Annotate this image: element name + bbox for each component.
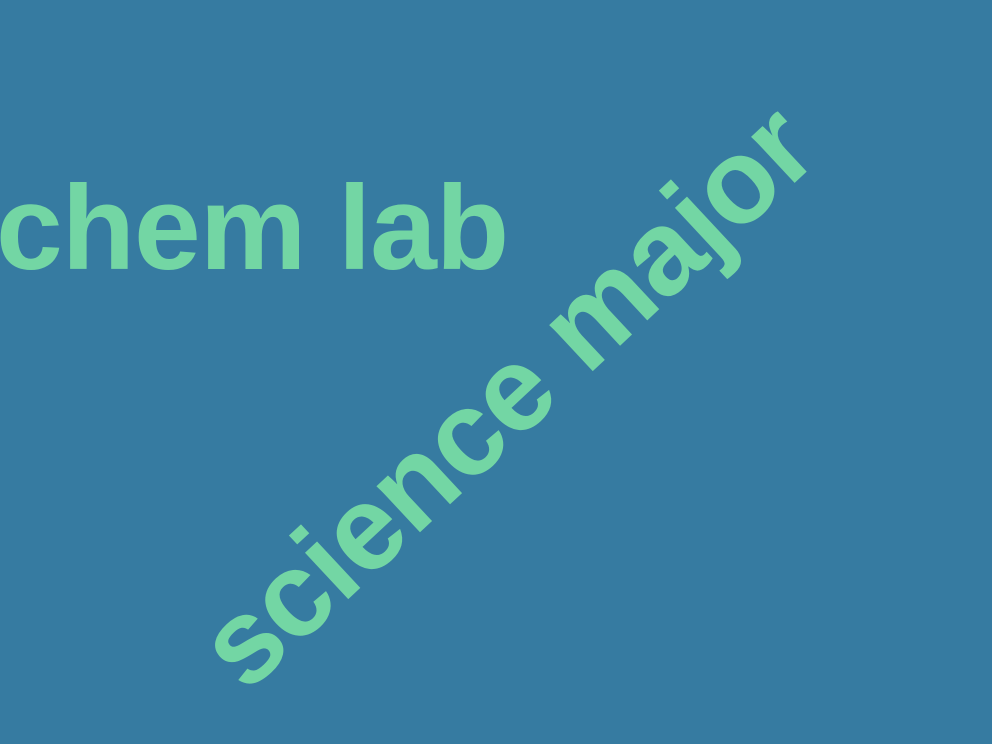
horizontal-text: chem lab — [0, 161, 509, 295]
